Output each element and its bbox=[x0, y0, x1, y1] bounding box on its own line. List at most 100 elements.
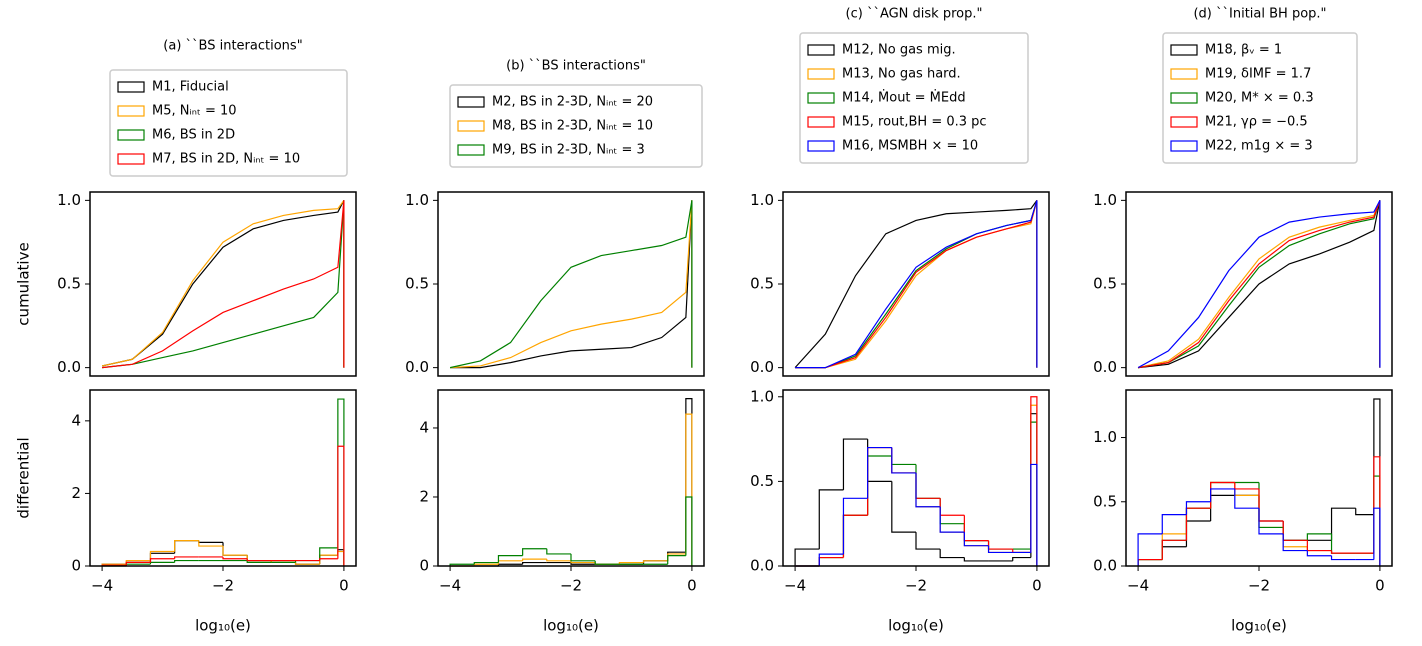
legend: M1, Fiducial M5, Nᵢₙₜ = 10 M6, BS in 2D M7,… bbox=[109, 69, 348, 177]
legend-swatch bbox=[117, 105, 145, 117]
axes-frame bbox=[89, 191, 357, 377]
legend-box bbox=[449, 84, 703, 168]
histogram-step bbox=[842, 514, 868, 558]
histogram-step bbox=[891, 481, 916, 533]
y-axis-label: cumulative bbox=[15, 242, 33, 325]
histogram-step bbox=[939, 506, 965, 533]
cumulative-line bbox=[795, 200, 1038, 369]
legend-swatch bbox=[117, 129, 145, 141]
histogram-step bbox=[1306, 533, 1332, 541]
histogram-step bbox=[842, 514, 868, 558]
histogram-step bbox=[987, 545, 1013, 554]
histogram-step bbox=[1373, 398, 1381, 566]
cumulative-line bbox=[101, 200, 345, 367]
histogram-step bbox=[1161, 539, 1187, 560]
y-tick-label: 1.0 bbox=[405, 191, 429, 209]
x-tick-label: 0 bbox=[339, 577, 349, 595]
y-tick-label: 0.5 bbox=[1093, 492, 1117, 510]
histogram-step bbox=[337, 549, 345, 566]
legend-swatch bbox=[807, 116, 835, 128]
cumulative-line bbox=[102, 200, 345, 369]
histogram-step bbox=[1282, 527, 1308, 548]
histogram-step bbox=[1373, 475, 1381, 566]
x-tick-label: −4 bbox=[784, 577, 806, 595]
histogram-step bbox=[891, 447, 916, 474]
y-tick-label: 0.5 bbox=[57, 275, 81, 293]
legend-swatch bbox=[117, 153, 145, 165]
cumulative-line bbox=[795, 200, 1038, 369]
histogram-step bbox=[1282, 521, 1308, 541]
histogram-step bbox=[818, 556, 844, 566]
histogram-step bbox=[319, 554, 338, 565]
x-axis-label: log₁₀(e) bbox=[888, 617, 944, 635]
y-tick-label: 1.0 bbox=[1093, 428, 1117, 446]
x-axis-label: log₁₀(e) bbox=[543, 617, 599, 635]
histogram-step bbox=[939, 506, 965, 533]
legend-label: M14, Ṁout = ṀEdd bbox=[842, 90, 966, 106]
histogram-step bbox=[818, 556, 844, 566]
axes-frame bbox=[782, 191, 1050, 377]
y-tick-label: 0.5 bbox=[750, 275, 774, 293]
histogram-step bbox=[1137, 558, 1163, 566]
histogram-step bbox=[1306, 550, 1332, 557]
histogram-step bbox=[337, 550, 345, 566]
histogram-step bbox=[915, 472, 941, 508]
histogram-step bbox=[667, 553, 686, 561]
panel-title: (c) ``AGN disk prop." bbox=[846, 7, 983, 22]
histogram-step bbox=[1137, 533, 1163, 566]
histogram-step bbox=[963, 523, 989, 542]
histogram-step bbox=[174, 539, 199, 552]
histogram-step bbox=[891, 447, 916, 474]
histogram-step bbox=[546, 548, 571, 555]
histogram-step bbox=[125, 561, 151, 566]
histogram-step bbox=[246, 555, 272, 562]
x-tick-label: −2 bbox=[1248, 577, 1270, 595]
histogram-step bbox=[685, 398, 693, 566]
legend-label: M18, βᵥ = 1 bbox=[1205, 43, 1282, 58]
legend-box bbox=[109, 69, 348, 177]
plot-area bbox=[794, 396, 1038, 567]
y-tick-label: 0 bbox=[419, 557, 429, 575]
histogram-step bbox=[1210, 488, 1235, 502]
legend-box bbox=[799, 32, 1029, 164]
histogram-step bbox=[818, 556, 844, 566]
histogram-step bbox=[1137, 558, 1163, 566]
legend-swatch bbox=[1170, 68, 1198, 80]
plot-area bbox=[794, 200, 1038, 369]
histogram-step bbox=[915, 464, 941, 499]
axes-frame bbox=[1125, 389, 1393, 567]
histogram-step bbox=[1161, 514, 1187, 534]
cumulative-line bbox=[1137, 200, 1381, 369]
legend-label: M8, BS in 2-3D, Nᵢₙₜ = 10 bbox=[492, 119, 653, 134]
axes-frame bbox=[437, 389, 705, 567]
y-axis-label: differential bbox=[15, 437, 33, 518]
x-tick-label: 0 bbox=[687, 577, 697, 595]
legend-label: M2, BS in 2-3D, Nᵢₙₜ = 20 bbox=[492, 95, 653, 110]
legend: M2, BS in 2-3D, Nᵢₙₜ = 20 M8, BS in 2-3D,… bbox=[449, 84, 703, 168]
panel-title: (a) ``BS interactions" bbox=[163, 39, 302, 54]
histogram-step bbox=[1258, 508, 1284, 535]
histogram-step bbox=[1330, 533, 1356, 554]
cumulative-line bbox=[449, 200, 693, 369]
histogram-step bbox=[842, 438, 868, 490]
legend-swatch bbox=[457, 144, 485, 156]
histogram-step bbox=[222, 556, 248, 560]
histogram-step bbox=[667, 555, 686, 565]
legend-label: M1, Fiducial bbox=[152, 80, 229, 95]
legend-label: M21, γρ = −0.5 bbox=[1205, 115, 1308, 130]
axes-frame bbox=[1125, 191, 1393, 377]
legend: M12, No gas mig. M13, No gas hard. M14, Ṁo… bbox=[799, 32, 1029, 164]
x-tick-label: −4 bbox=[439, 577, 461, 595]
histogram-step bbox=[198, 540, 223, 544]
histogram-step bbox=[987, 540, 1013, 550]
histogram-step bbox=[842, 514, 868, 558]
histogram-step bbox=[522, 558, 547, 561]
axes-frame bbox=[437, 191, 705, 377]
histogram-step bbox=[963, 532, 989, 547]
x-tick-label: 0 bbox=[1032, 577, 1042, 595]
axes-frame bbox=[89, 389, 357, 567]
y-tick-label: 2 bbox=[71, 484, 81, 502]
legend-swatch bbox=[807, 92, 835, 104]
y-tick-label: 0.0 bbox=[750, 557, 774, 575]
